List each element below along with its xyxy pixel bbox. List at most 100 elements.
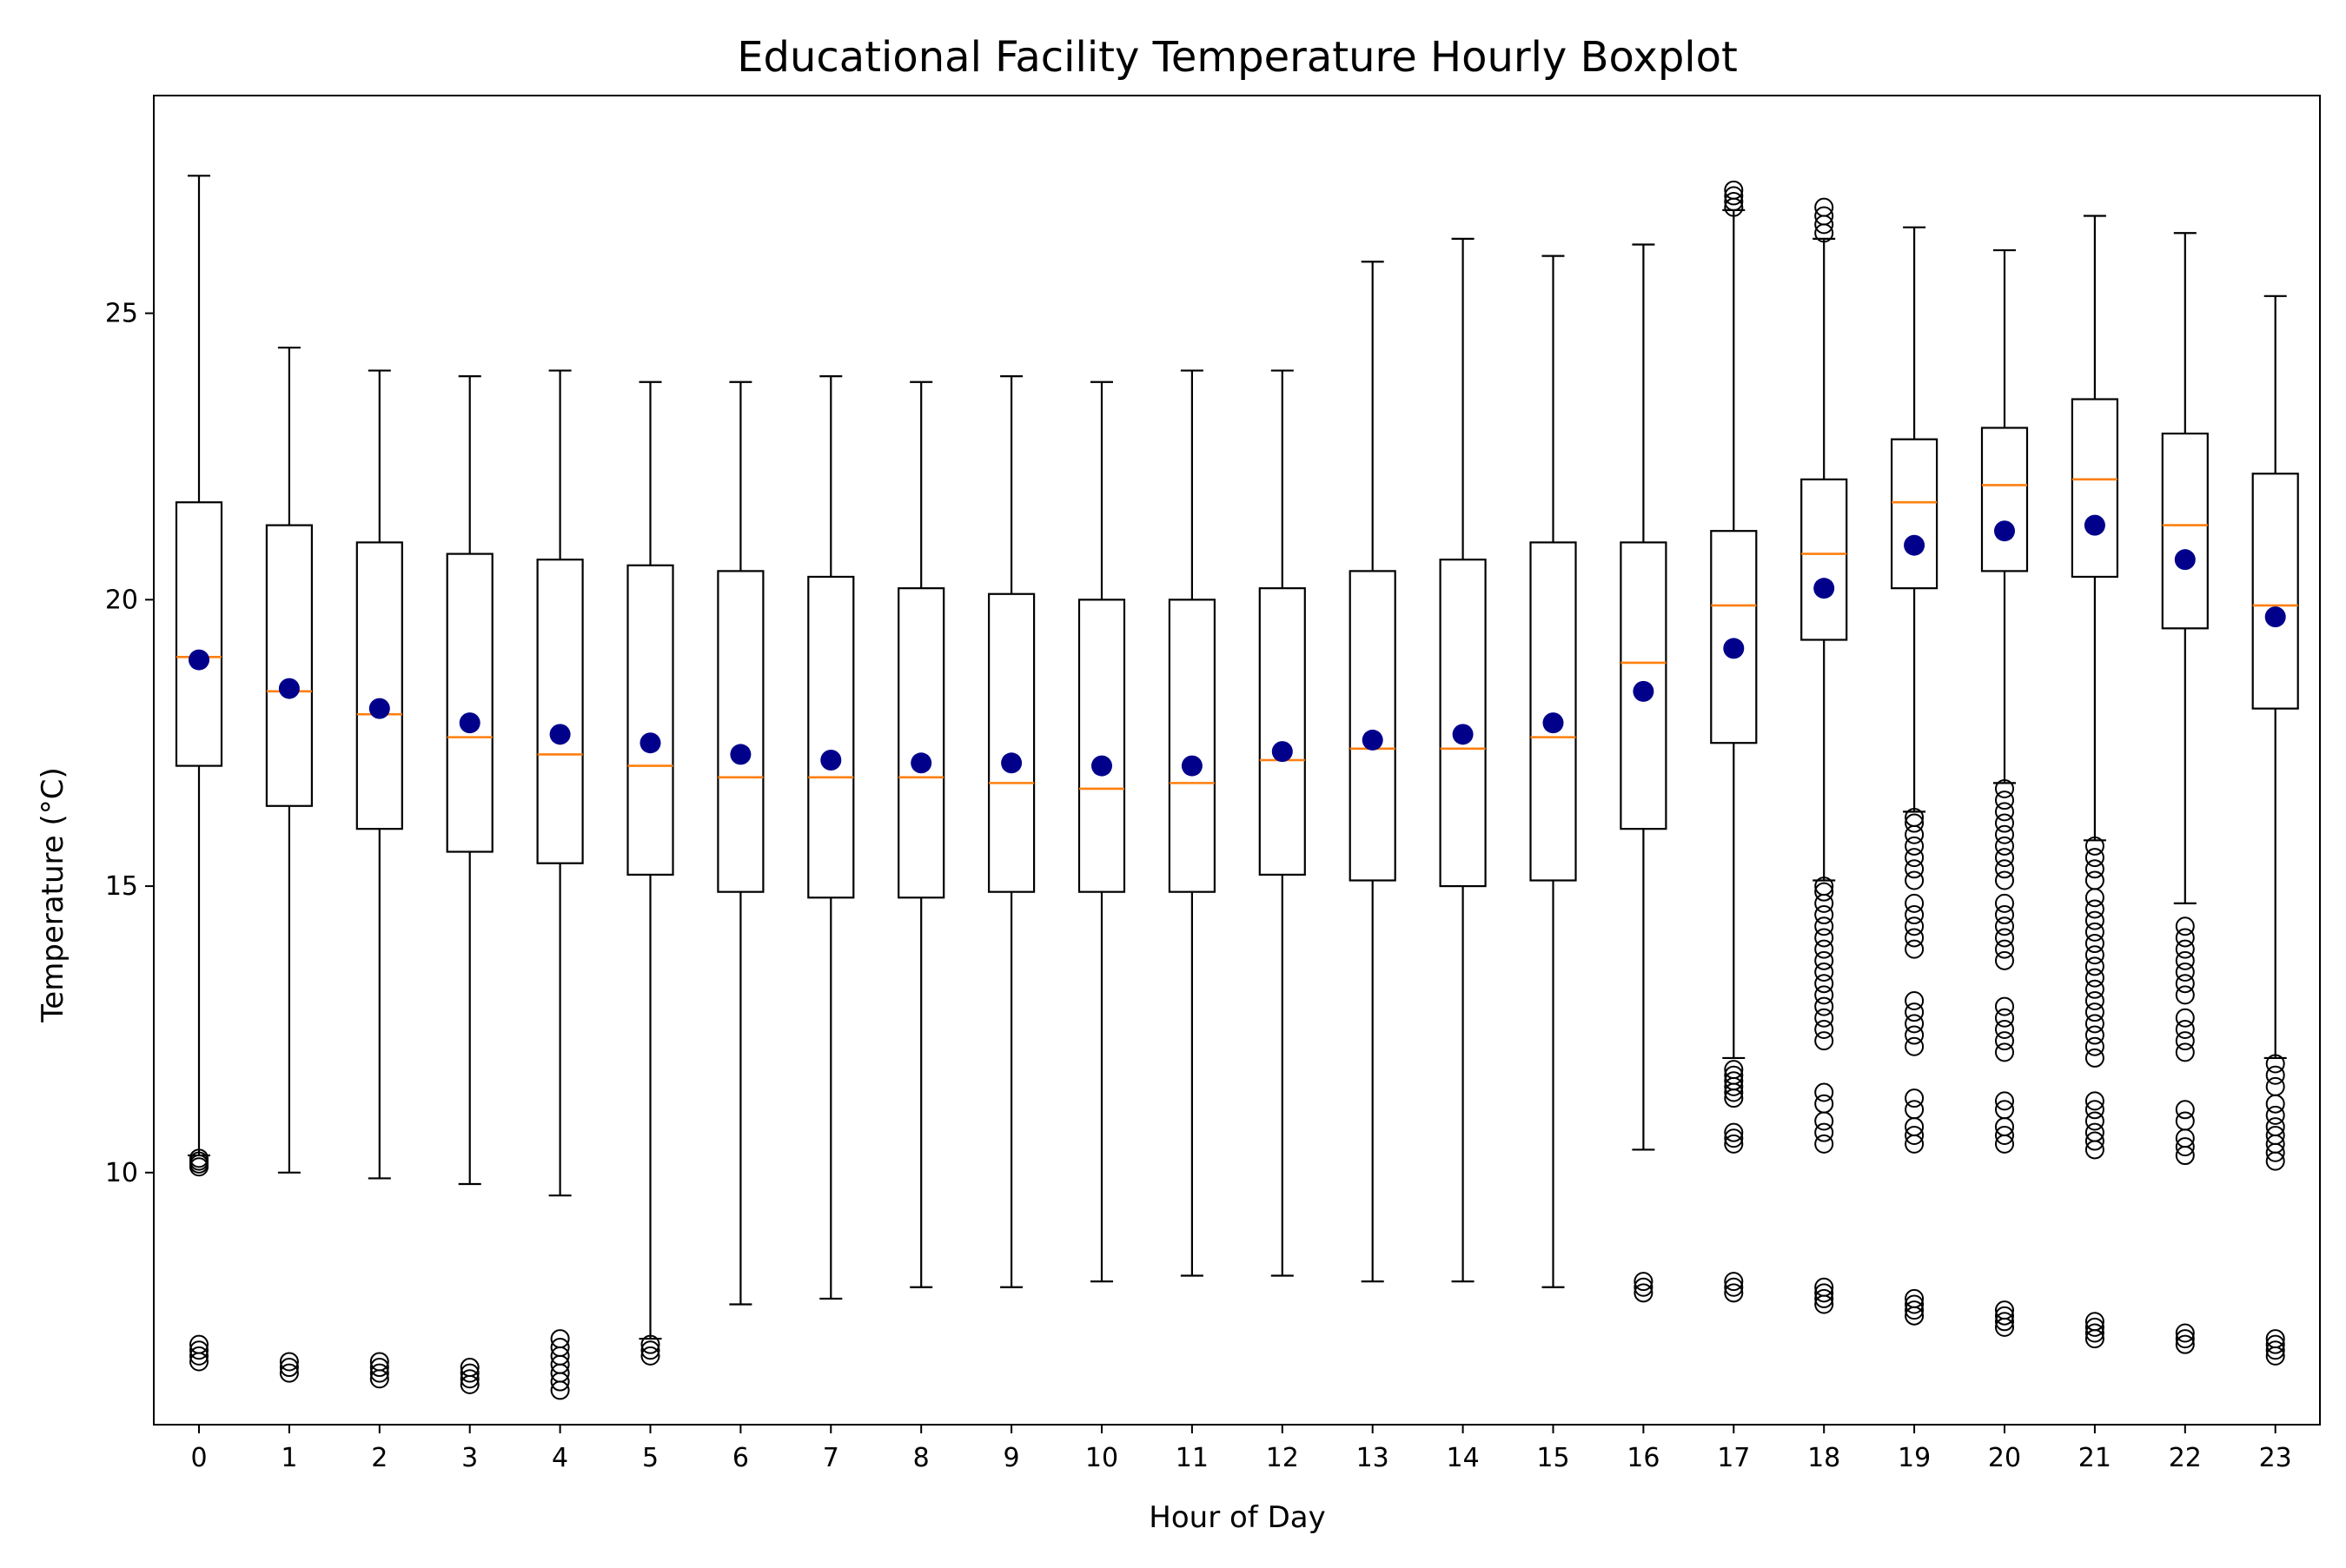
- outlier-point: [2175, 1334, 2195, 1354]
- x-tick-label: 7: [823, 1443, 839, 1473]
- outlier-point: [1724, 1060, 1744, 1080]
- outlier-point: [1724, 186, 1744, 206]
- outlier-point: [1905, 1088, 1925, 1108]
- outlier-point: [1995, 1306, 2014, 1326]
- outlier-point: [2265, 1117, 2285, 1137]
- outlier-point: [189, 1148, 209, 1168]
- outlier-point: [1724, 1065, 1744, 1085]
- outlier-point: [1905, 807, 1925, 827]
- outlier-point: [1905, 1002, 1925, 1022]
- x-tick-label: 20: [1988, 1443, 2021, 1473]
- outlier-point: [2084, 1111, 2104, 1131]
- mean-marker: [1452, 724, 1474, 745]
- outlier-point: [2265, 1105, 2285, 1125]
- outlier-point: [2084, 979, 2104, 999]
- outlier-point: [2084, 848, 2104, 868]
- box-iqr: [807, 575, 855, 899]
- y-tick-label: 25: [105, 299, 138, 329]
- box-iqr: [626, 564, 674, 876]
- outlier-point: [1814, 1277, 1834, 1297]
- mean-marker: [368, 698, 390, 719]
- outlier-point: [1814, 882, 1834, 902]
- outlier-point: [1724, 1277, 1744, 1297]
- box-iqr: [898, 587, 945, 899]
- outlier-point: [1814, 939, 1834, 959]
- mean-marker: [189, 649, 209, 671]
- box-iqr: [1349, 570, 1396, 882]
- outlier-point: [1905, 836, 1925, 856]
- outlier-point: [1995, 1019, 2014, 1039]
- outlier-point: [2175, 916, 2195, 936]
- outlier-point: [2084, 870, 2104, 890]
- outlier-point: [2265, 1125, 2285, 1145]
- outlier-point: [1905, 928, 1925, 948]
- outlier-point: [1724, 1134, 1744, 1154]
- y-tick-label: 15: [105, 871, 138, 902]
- outlier-point: [2084, 859, 2104, 879]
- outlier-point: [1814, 1288, 1834, 1308]
- outlier-point: [1905, 1025, 1925, 1045]
- outlier-point: [1995, 802, 2014, 822]
- outlier-point: [640, 1340, 660, 1360]
- outlier-point: [1814, 974, 1834, 994]
- outlier-point: [2265, 1076, 2285, 1096]
- x-tick-label: 0: [190, 1443, 207, 1473]
- outlier-point: [2084, 1323, 2104, 1343]
- x-tick-label: 12: [1266, 1443, 1299, 1473]
- outlier-point: [2175, 1329, 2195, 1349]
- outlier-point: [1814, 197, 1834, 217]
- outlier-point: [1995, 1042, 2014, 1062]
- mean-marker: [1271, 741, 1293, 763]
- outlier-point: [1814, 916, 1834, 936]
- outlier-point: [1995, 916, 2014, 936]
- x-tick-label: 2: [371, 1443, 388, 1473]
- outlier-point: [2175, 1008, 2195, 1028]
- outlier-point: [1995, 939, 2014, 959]
- outlier-point: [1995, 848, 2014, 868]
- outlier-point: [1905, 859, 1925, 879]
- outlier-point: [2175, 1111, 2195, 1131]
- outlier-point: [1905, 1300, 1925, 1320]
- outlier-point: [2084, 1312, 2104, 1332]
- outlier-point: [2175, 928, 2195, 948]
- outlier-point: [1905, 1288, 1925, 1308]
- x-tick-label: 22: [2169, 1443, 2202, 1473]
- mean-marker: [278, 678, 300, 699]
- outlier-point: [1814, 1008, 1834, 1028]
- outlier-point: [1814, 985, 1834, 1005]
- outlier-point: [2265, 1054, 2285, 1074]
- box-iqr: [265, 524, 313, 807]
- outlier-point: [2084, 1091, 2104, 1111]
- outlier-point: [2175, 939, 2195, 959]
- x-tick-label: 14: [1447, 1443, 1480, 1473]
- outlier-point: [2084, 1131, 2104, 1151]
- x-tick-label: 15: [1536, 1443, 1569, 1473]
- mean-marker: [549, 724, 571, 745]
- outlier-point: [1995, 824, 2014, 844]
- outlier-point: [1995, 1008, 2014, 1028]
- outlier-point: [2175, 963, 2195, 982]
- outlier-point: [1995, 1091, 2014, 1111]
- outlier-point: [1995, 950, 2014, 970]
- mean-marker: [911, 752, 932, 774]
- outlier-point: [2084, 1002, 2104, 1022]
- box-iqr: [355, 541, 403, 830]
- outlier-point: [2084, 1014, 2104, 1034]
- outlier-point: [2175, 985, 2195, 1005]
- x-tick-label: 4: [552, 1443, 568, 1473]
- outlier-point: [1814, 950, 1834, 970]
- outlier-point: [1724, 1071, 1744, 1091]
- outlier-point: [1814, 1094, 1834, 1114]
- outlier-point: [1905, 848, 1925, 868]
- outlier-point: [1814, 877, 1834, 896]
- outlier-point: [1814, 1122, 1834, 1142]
- outlier-point: [1814, 1134, 1834, 1154]
- outlier-point: [2265, 1329, 2285, 1349]
- outlier-point: [1995, 836, 2014, 856]
- x-tick-label: 23: [2259, 1443, 2292, 1473]
- outlier-point: [460, 1363, 480, 1383]
- outlier-point: [189, 1346, 209, 1366]
- outlier-point: [1814, 928, 1834, 948]
